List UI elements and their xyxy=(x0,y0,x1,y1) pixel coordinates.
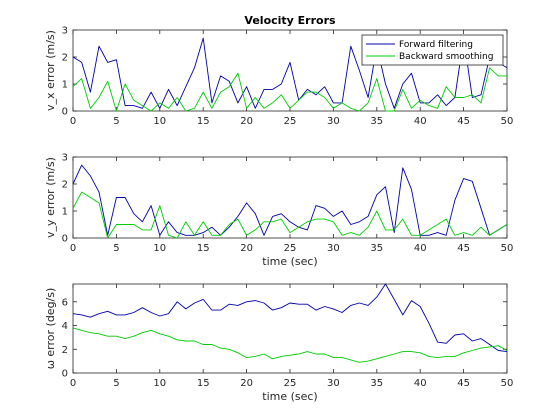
x-tick-label: 35 xyxy=(370,243,383,254)
x-tick-label: 35 xyxy=(370,116,383,127)
y-tick-label: 4 xyxy=(62,321,68,332)
y-tick-label: 0 xyxy=(62,234,68,245)
x-tick-label: 45 xyxy=(457,378,470,389)
x-tick-label: 30 xyxy=(327,378,340,389)
x-tick-label: 20 xyxy=(240,243,253,254)
panel-vy-error: 0 5 10 15 20 25 30 35 40 45 50 0 1 2 3 time (sec) v_y er… xyxy=(44,153,513,269)
chart-title: Velocity Errors xyxy=(244,14,336,27)
backward-smoothing-line-omega xyxy=(72,327,508,363)
x-tick-label: 0 xyxy=(70,243,76,254)
y-axis-label: v_y error (m/s) xyxy=(44,157,57,238)
y-axis-label: ω error (deg/s) xyxy=(44,288,57,370)
plot-area-vy xyxy=(72,156,508,239)
x-tick-label: 10 xyxy=(153,116,166,127)
x-tick-label: 50 xyxy=(501,378,514,389)
panel-vx-error: 0 5 10 15 20 25 30 35 40 45 50 0 1 2 3 Velocity Errors v… xyxy=(44,14,513,127)
y-tick-label: 0 xyxy=(62,369,68,380)
x-tick-label: 5 xyxy=(113,243,119,254)
x-tick-label: 10 xyxy=(153,243,166,254)
x-tick-label: 15 xyxy=(197,378,210,389)
x-tick-label: 30 xyxy=(327,243,340,254)
x-tick-label: 15 xyxy=(197,243,210,254)
plot-area-omega xyxy=(72,283,508,374)
y-tick-label: 1 xyxy=(62,80,68,91)
legend: Forward filtering Backward smoothing xyxy=(361,34,504,66)
x-tick-label: 10 xyxy=(153,378,166,389)
x-tick-label: 5 xyxy=(113,116,119,127)
forward-filtering-line-vy xyxy=(72,164,508,236)
x-tick-label: 35 xyxy=(370,378,383,389)
x-tick-label: 0 xyxy=(70,116,76,127)
backward-smoothing-line-vx xyxy=(72,67,507,112)
forward-filtering-line-omega xyxy=(72,283,508,353)
legend-entry: Forward filtering xyxy=(399,40,473,50)
x-tick-label: 25 xyxy=(284,116,297,127)
y-tick-label: 2 xyxy=(62,180,68,191)
x-tick-label: 30 xyxy=(327,116,340,127)
panel-omega-error: 0 5 10 15 20 25 30 35 40 45 50 0 2 4 6 time (sec) ω erro… xyxy=(44,283,514,403)
x-tick-label: 15 xyxy=(197,116,210,127)
x-axis-label: time (sec) xyxy=(262,255,317,268)
x-tick-label: 25 xyxy=(284,243,297,254)
legend-box xyxy=(361,34,504,66)
x-tick-label: 25 xyxy=(284,378,297,389)
x-tick-label: 40 xyxy=(414,116,427,127)
x-tick-label: 50 xyxy=(501,243,514,254)
x-tick-label: 45 xyxy=(457,116,470,127)
x-tick-label: 20 xyxy=(240,116,253,127)
x-axis-label: time (sec) xyxy=(262,390,317,403)
x-tick-label: 20 xyxy=(240,378,253,389)
forward-filtering-line-vx xyxy=(72,37,508,109)
backward-smoothing-line-vy xyxy=(72,191,508,239)
y-tick-label: 6 xyxy=(62,297,68,308)
x-tick-label: 40 xyxy=(414,378,427,389)
x-tick-label: 0 xyxy=(70,378,76,389)
y-tick-label: 2 xyxy=(62,345,68,356)
y-tick-label: 2 xyxy=(62,53,68,64)
legend-entry: Backward smoothing xyxy=(399,52,493,62)
x-tick-label: 5 xyxy=(113,378,119,389)
x-tick-label: 45 xyxy=(457,243,470,254)
y-tick-label: 3 xyxy=(62,153,68,164)
y-tick-label: 0 xyxy=(62,107,68,118)
y-tick-label: 1 xyxy=(62,207,68,218)
x-tick-label: 40 xyxy=(414,243,427,254)
y-axis-label: v_x error (m/s) xyxy=(44,30,57,111)
x-tick-label: 50 xyxy=(501,116,514,127)
y-tick-label: 3 xyxy=(62,26,68,37)
